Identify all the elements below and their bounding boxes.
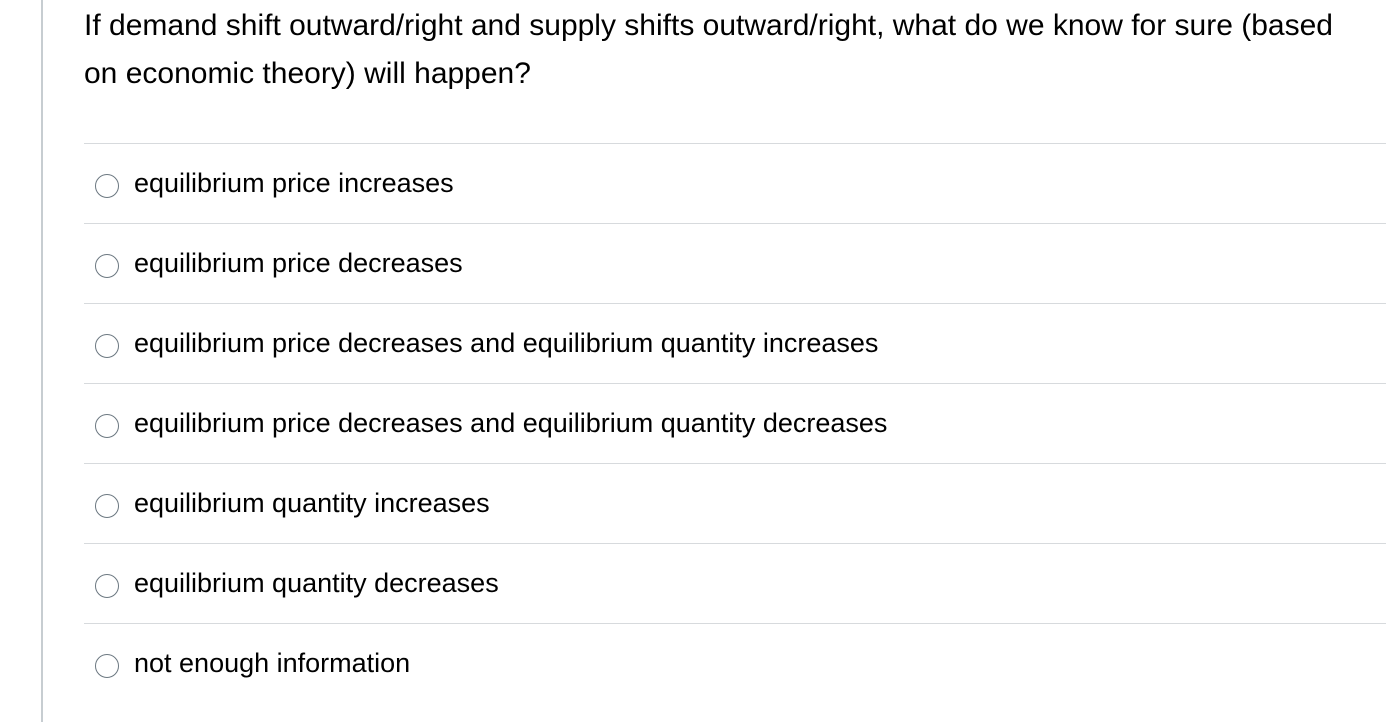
radio-button[interactable]: [95, 334, 119, 358]
answer-option-price-decreases-quantity-decreases[interactable]: equilibrium price decreases and equilibr…: [84, 383, 1386, 463]
answer-label: equilibrium quantity increases: [134, 488, 490, 518]
radio-button[interactable]: [95, 254, 119, 278]
answer-option-quantity-decreases[interactable]: equilibrium quantity decreases: [84, 543, 1386, 623]
question-container: If demand shift outward/right and supply…: [84, 0, 1386, 722]
radio-button[interactable]: [95, 574, 119, 598]
answer-option-price-increases[interactable]: equilibrium price increases: [84, 143, 1386, 223]
answer-label: equilibrium price decreases and equilibr…: [134, 408, 888, 438]
radio-button[interactable]: [95, 654, 119, 678]
answer-label: equilibrium price decreases and equilibr…: [134, 328, 879, 358]
answer-label: not enough information: [134, 648, 411, 678]
answer-option-quantity-increases[interactable]: equilibrium quantity increases: [84, 463, 1386, 543]
radio-button[interactable]: [95, 494, 119, 518]
answer-option-price-decreases[interactable]: equilibrium price decreases: [84, 223, 1386, 303]
answer-option-not-enough-information[interactable]: not enough information: [84, 623, 1386, 703]
radio-button[interactable]: [95, 174, 119, 198]
answer-list: equilibrium price increases equilibrium …: [84, 143, 1386, 703]
answer-label: equilibrium price increases: [134, 168, 454, 198]
question-text: If demand shift outward/right and supply…: [84, 9, 1333, 90]
answer-label: equilibrium price decreases: [134, 248, 463, 278]
answer-label: equilibrium quantity decreases: [134, 568, 499, 598]
left-border: [41, 0, 43, 722]
radio-button[interactable]: [95, 414, 119, 438]
answer-option-price-decreases-quantity-increases[interactable]: equilibrium price decreases and equilibr…: [84, 303, 1386, 383]
